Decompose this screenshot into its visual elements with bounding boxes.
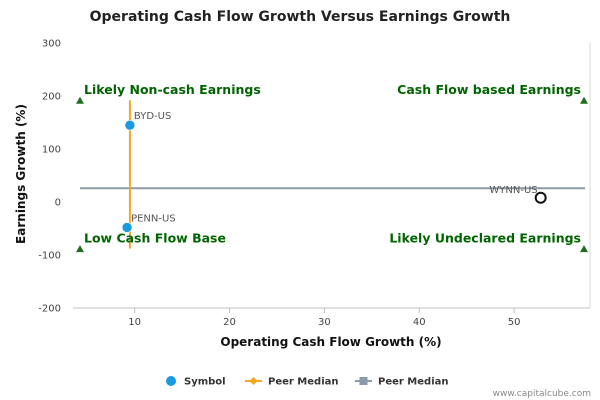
quadrant-marker-icon (76, 245, 84, 253)
legend-diamond-icon (249, 377, 258, 385)
quadrant-marker-icon (580, 96, 588, 104)
x-tick-label: 10 (128, 317, 141, 328)
data-point[interactable] (534, 191, 547, 204)
chart-title: Operating Cash Flow Growth Versus Earnin… (90, 9, 511, 25)
x-tick-label: 20 (223, 317, 236, 328)
y-tick-label: -100 (38, 251, 61, 262)
y-tick-label: 300 (42, 39, 61, 50)
quadrant-marker-icon (580, 245, 588, 253)
legend-dot-icon (166, 376, 176, 386)
x-axis-title: Operating Cash Flow Growth (%) (220, 335, 441, 349)
quadrant-label: Likely Undeclared Earnings (389, 231, 581, 246)
x-tick-label: 40 (413, 317, 426, 328)
legend-square-icon (359, 377, 368, 385)
x-tick-label: 50 (508, 317, 521, 328)
x-tick-label: 30 (318, 317, 331, 328)
data-point-label: WYNN-US (489, 185, 537, 196)
data-point-label: BYD-US (134, 111, 171, 122)
credit-text: www.capitalcube.com (493, 389, 591, 399)
y-axis-title: Earnings Growth (%) (14, 104, 28, 244)
y-tick-label: -200 (38, 304, 61, 315)
legend-label[interactable]: Symbol (184, 377, 226, 388)
data-point[interactable] (121, 222, 133, 233)
data-point[interactable] (124, 119, 136, 131)
quadrant-label: Low Cash Flow Base (84, 231, 226, 246)
legend-label[interactable]: Peer Median (378, 377, 449, 388)
quadrant-label: Cash Flow based Earnings (397, 82, 581, 97)
data-point-label: PENN-US (131, 213, 176, 224)
quadrant-label: Likely Non-cash Earnings (84, 82, 261, 97)
quadrant-marker-icon (76, 96, 84, 104)
y-tick-label: 100 (42, 145, 61, 156)
y-tick-label: 200 (42, 92, 61, 103)
y-tick-label: 0 (55, 198, 61, 209)
legend-label[interactable]: Peer Median (268, 377, 339, 388)
